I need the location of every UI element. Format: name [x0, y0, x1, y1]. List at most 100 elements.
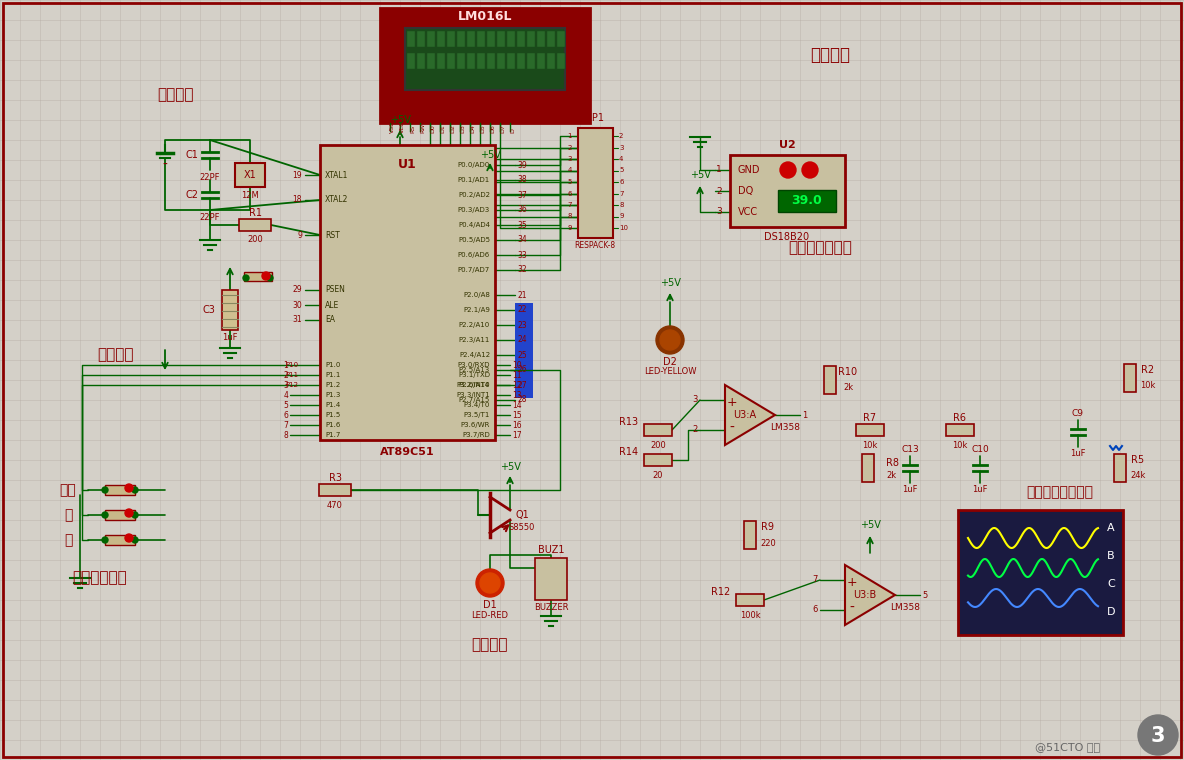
Text: 1: 1 — [567, 133, 572, 139]
Text: 晶振电路: 晶振电路 — [156, 87, 193, 103]
Text: XTAL2: XTAL2 — [324, 195, 348, 204]
Text: U2: U2 — [779, 140, 796, 150]
Text: AT89C51: AT89C51 — [380, 447, 435, 457]
Text: 31: 31 — [292, 315, 302, 325]
Bar — [487, 31, 495, 47]
Circle shape — [126, 509, 133, 517]
Text: 加: 加 — [64, 508, 72, 522]
Circle shape — [131, 512, 139, 518]
Bar — [731, 155, 845, 227]
Text: 12: 12 — [511, 381, 521, 389]
Text: 2: 2 — [693, 426, 699, 435]
Text: 3: 3 — [619, 144, 624, 150]
Text: 2: 2 — [716, 186, 722, 195]
Bar — [1124, 364, 1135, 392]
Text: P0.1/AD1: P0.1/AD1 — [458, 177, 490, 183]
Text: 6: 6 — [619, 179, 624, 185]
Text: @51CTO 博客: @51CTO 博客 — [1035, 742, 1100, 752]
Bar — [547, 53, 555, 69]
Text: LM358: LM358 — [770, 423, 800, 432]
Text: 3: 3 — [716, 207, 722, 217]
Text: P1.7: P1.7 — [324, 432, 340, 438]
Text: 3: 3 — [693, 395, 699, 404]
Text: +5V: +5V — [689, 170, 710, 180]
Bar — [535, 558, 567, 600]
Text: +: + — [727, 395, 738, 409]
Text: 200: 200 — [247, 236, 263, 245]
Text: 7: 7 — [812, 575, 818, 584]
Circle shape — [480, 573, 500, 593]
Text: RESPACK-8: RESPACK-8 — [574, 242, 616, 251]
Text: LED-RED: LED-RED — [471, 610, 508, 619]
Text: 10: 10 — [619, 225, 628, 231]
Bar — [644, 424, 673, 436]
Text: 4: 4 — [567, 167, 572, 173]
Text: P0.5/AD5: P0.5/AD5 — [458, 237, 490, 243]
Text: 9: 9 — [567, 225, 572, 231]
Text: D3: D3 — [461, 124, 465, 133]
Circle shape — [802, 162, 818, 178]
Text: P3.2/INT0: P3.2/INT0 — [456, 382, 490, 388]
Text: P2.5/A13: P2.5/A13 — [458, 367, 490, 373]
Text: P3.0/RXD: P3.0/RXD — [457, 362, 490, 368]
Text: 8: 8 — [567, 214, 572, 220]
Text: 16: 16 — [511, 420, 522, 429]
Bar — [497, 31, 506, 47]
Text: 25: 25 — [517, 350, 527, 359]
Text: R8: R8 — [886, 458, 899, 468]
Text: 18: 18 — [292, 195, 302, 204]
Text: 复位电路: 复位电路 — [97, 347, 134, 363]
Circle shape — [1138, 715, 1178, 755]
Text: D6: D6 — [490, 124, 495, 133]
Text: R12: R12 — [710, 587, 731, 597]
Text: +: + — [847, 575, 857, 588]
Polygon shape — [725, 385, 776, 445]
Text: 10: 10 — [511, 360, 522, 369]
Bar — [437, 31, 445, 47]
Text: C1: C1 — [185, 150, 198, 160]
Text: 19: 19 — [292, 170, 302, 179]
Text: D2: D2 — [663, 357, 677, 367]
Text: P1.1: P1.1 — [324, 372, 340, 378]
Text: EA: EA — [324, 315, 335, 325]
Text: RW: RW — [420, 123, 425, 133]
Bar — [644, 454, 673, 466]
Text: U1: U1 — [398, 159, 417, 172]
Text: 6: 6 — [812, 606, 818, 615]
Text: 17: 17 — [511, 430, 522, 439]
Text: 36: 36 — [517, 205, 527, 214]
Text: DS18B20: DS18B20 — [765, 232, 810, 242]
Text: RP1: RP1 — [586, 113, 605, 123]
Text: 12M: 12M — [242, 191, 259, 200]
Circle shape — [102, 487, 108, 493]
Text: C3: C3 — [202, 305, 215, 315]
Text: 22PF: 22PF — [200, 173, 220, 182]
Bar — [437, 53, 445, 69]
Text: 1: 1 — [802, 410, 807, 420]
Circle shape — [243, 275, 249, 281]
Text: P0.6/AD6: P0.6/AD6 — [458, 252, 490, 258]
Text: 3: 3 — [283, 381, 288, 389]
Bar — [457, 31, 465, 47]
Text: +5V: +5V — [500, 462, 521, 472]
Bar — [547, 31, 555, 47]
Text: 10k: 10k — [952, 441, 967, 449]
Text: C9: C9 — [1072, 410, 1085, 419]
Bar — [457, 53, 465, 69]
Text: 29: 29 — [292, 286, 302, 295]
Text: 27: 27 — [517, 381, 527, 389]
Text: R1: R1 — [249, 208, 262, 218]
Text: GND: GND — [738, 165, 760, 175]
Text: 2k: 2k — [886, 471, 896, 480]
Text: P2.0/A8: P2.0/A8 — [463, 292, 490, 298]
Text: P0.4/AD4: P0.4/AD4 — [458, 222, 490, 228]
Text: 1uF: 1uF — [902, 486, 918, 495]
Text: 4: 4 — [619, 156, 623, 162]
Text: P3.5/T1: P3.5/T1 — [464, 412, 490, 418]
Text: 22PF: 22PF — [200, 214, 220, 223]
Text: 5: 5 — [283, 401, 288, 410]
Text: 24k: 24k — [1131, 471, 1146, 480]
Bar — [244, 272, 272, 281]
Circle shape — [131, 537, 139, 543]
Text: 7: 7 — [619, 191, 624, 197]
